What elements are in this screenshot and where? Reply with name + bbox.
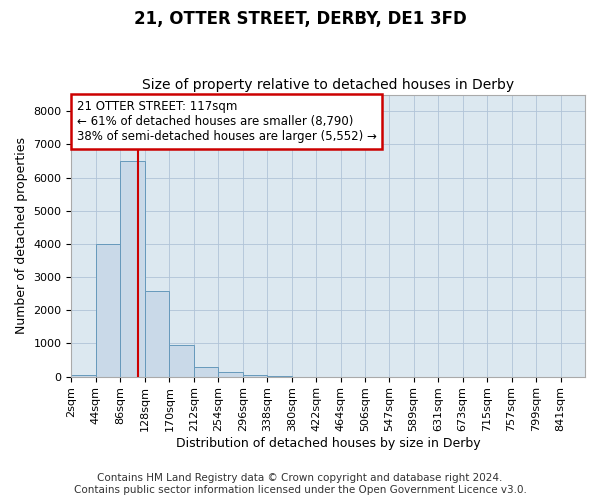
Bar [96, 244, 121, 376]
Text: Contains HM Land Registry data © Crown copyright and database right 2024.
Contai: Contains HM Land Registry data © Crown c… [74, 474, 526, 495]
Bar [218, 372, 243, 376]
Bar [145, 291, 169, 376]
Title: Size of property relative to detached houses in Derby: Size of property relative to detached ho… [142, 78, 514, 92]
Text: 21 OTTER STREET: 117sqm
← 61% of detached houses are smaller (8,790)
38% of semi: 21 OTTER STREET: 117sqm ← 61% of detache… [77, 100, 376, 143]
X-axis label: Distribution of detached houses by size in Derby: Distribution of detached houses by size … [176, 437, 481, 450]
Bar [243, 374, 267, 376]
Bar [169, 345, 194, 376]
Y-axis label: Number of detached properties: Number of detached properties [15, 137, 28, 334]
Bar [71, 375, 96, 376]
Bar [121, 162, 145, 376]
Bar [194, 367, 218, 376]
Text: 21, OTTER STREET, DERBY, DE1 3FD: 21, OTTER STREET, DERBY, DE1 3FD [134, 10, 466, 28]
